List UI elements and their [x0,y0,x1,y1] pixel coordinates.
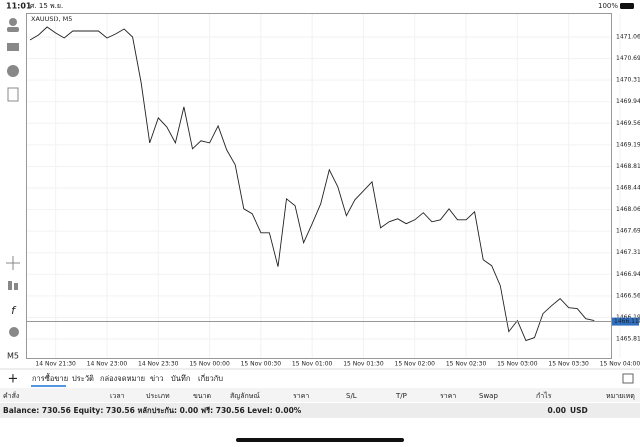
tab-bar: การซื้อขาย ประวัติ กล่องจดหมาย ข่าว บันทึก เก… [31,373,223,387]
status-time: 11:01 [6,2,32,11]
table-headers: คำสั่ง เวลา ประเภท ขนาด สัญลักษณ์ ราคา S/L T/P ร… [3,391,635,400]
x-tick-label: 15 Nov 02:30 [446,361,487,368]
chart: XAUUSD, M5 1465.815 1466.190 1466.565 1466.9… [27,14,640,368]
trade-icon[interactable] [7,43,19,51]
x-tick-label: 14 Nov 21:30 [35,361,76,368]
add-button[interactable]: + [8,372,19,387]
x-tick-label: 15 Nov 00:00 [189,361,230,368]
x-tick-label: 15 Nov 01:00 [292,361,333,368]
y-tick-label: 1466.565 [616,292,640,299]
column-header: หมายเหตุ [606,392,635,400]
timeframe-button[interactable]: M5 [7,352,19,361]
left-toolbar[interactable]: f [6,18,20,337]
new-order-icon[interactable] [7,87,19,102]
home-indicator [236,438,404,442]
x-tick-label: 14 Nov 23:00 [87,361,128,368]
y-tick-label: 1469.565 [616,120,640,127]
price-line [29,26,595,342]
column-header: ขนาด [193,392,211,400]
y-tick-label: 1466.940 [616,271,640,278]
column-header: สัญลักษณ์ [230,392,260,400]
tab[interactable]: ข่าว [150,374,164,383]
column-header: ราคา [293,392,309,400]
account-icon[interactable] [9,18,17,26]
current-price-box [612,317,639,326]
x-tick-label: 15 Nov 00:30 [241,361,282,368]
x-tick-label: 15 Nov 03:30 [548,361,589,368]
y-tick-label: 1469.190 [616,141,640,148]
chart-type-icon[interactable] [8,281,12,290]
tab[interactable]: บันทึก [171,374,190,383]
status-battery: 100% [598,2,618,10]
tab[interactable]: กล่องจดหมาย [100,374,145,383]
status-date: ศ. 15 พ.ย. [30,2,63,10]
y-tick-label: 1467.690 [616,228,640,235]
tab[interactable]: ประวัติ [72,374,94,383]
y-tick-label: 1465.815 [616,336,640,343]
y-tick-label: 1468.065 [616,206,640,213]
y-tick-label: 1468.815 [616,163,640,170]
y-tick-label: 1470.315 [616,77,640,84]
x-tick-label: 15 Nov 02:00 [395,361,436,368]
current-price-label: 1466.118 [614,318,640,325]
y-tick-label: 1471.065 [616,34,640,41]
column-header: S/L [346,392,357,400]
chart-symbol: XAUUSD, M5 [31,15,72,23]
column-header: กำไร [536,391,552,400]
account-icon[interactable] [7,27,19,32]
y-tick-label: 1470.690 [616,55,640,62]
profit-total: 0.00 [547,406,566,415]
y-tick-label: 1466.190 [616,314,640,321]
column-header: เวลา [110,392,125,400]
tab[interactable]: เกี่ยวกับ [198,373,223,383]
chat-icon[interactable] [7,65,19,77]
chart-frame [26,13,612,359]
balance-summary: Balance: 730.56 Equity: 730.56 หลักประกั… [3,406,302,415]
x-tick-label: 15 Nov 04:00 [600,361,640,368]
y-tick-label: 1469.940 [616,98,640,105]
column-header: ประเภท [146,392,170,400]
column-header: คำสั่ง [3,391,19,400]
objects-icon[interactable] [9,327,19,337]
chart-type-icon[interactable] [14,283,18,290]
tab[interactable]: การซื้อขาย [32,373,68,383]
balance-row [0,403,640,418]
table-header [0,388,640,402]
column-header: T/P [395,392,407,400]
column-header: Swap [479,392,498,400]
x-tick-label: 15 Nov 03:00 [497,361,538,368]
indicator-icon[interactable]: f [11,304,17,317]
battery-icon [620,3,634,9]
y-tick-label: 1468.440 [616,185,640,192]
currency: USD [570,406,588,415]
x-tick-label: 15 Nov 01:30 [343,361,384,368]
layout-button[interactable] [622,373,634,384]
y-tick-label: 1467.315 [616,249,640,256]
column-header: ราคา [440,392,456,400]
x-tick-label: 14 Nov 23:30 [138,361,179,368]
